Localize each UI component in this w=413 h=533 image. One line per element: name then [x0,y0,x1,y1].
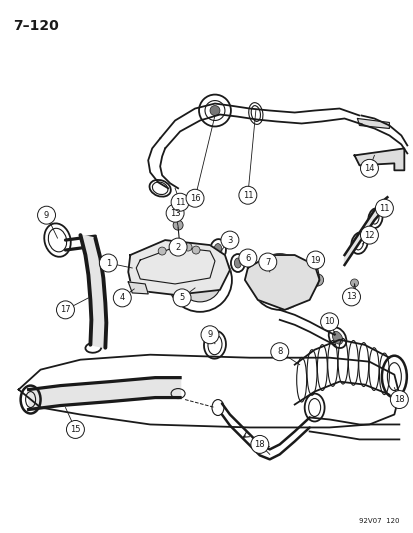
Polygon shape [354,225,363,250]
Circle shape [342,288,360,306]
Circle shape [250,435,268,454]
Circle shape [38,206,55,224]
Text: 11: 11 [242,191,252,200]
Circle shape [209,106,219,116]
Polygon shape [363,210,373,235]
Polygon shape [380,197,387,212]
Text: 6: 6 [244,254,250,263]
Circle shape [173,220,183,230]
Circle shape [169,238,187,256]
Ellipse shape [170,248,180,262]
Text: 18: 18 [254,440,264,449]
Circle shape [221,231,238,249]
Circle shape [173,289,190,307]
Text: 1: 1 [105,259,111,268]
Circle shape [360,226,377,244]
Circle shape [171,193,189,211]
Text: 7–120: 7–120 [13,19,58,33]
Circle shape [306,251,324,269]
Polygon shape [373,202,380,220]
Circle shape [192,246,199,254]
Circle shape [166,204,184,222]
Circle shape [270,343,288,361]
Circle shape [261,264,297,300]
Circle shape [271,274,287,290]
Text: 19: 19 [310,255,320,264]
Polygon shape [85,255,103,278]
Text: 92V07  120: 92V07 120 [358,518,399,524]
Ellipse shape [166,244,184,266]
Circle shape [113,289,131,307]
Text: 15: 15 [70,425,81,434]
Circle shape [185,189,204,207]
Circle shape [370,156,377,164]
Text: 2: 2 [175,243,180,252]
Text: 9: 9 [207,330,212,340]
Circle shape [56,301,74,319]
Polygon shape [354,148,404,171]
Circle shape [178,258,221,302]
Circle shape [172,241,180,249]
Circle shape [158,247,166,255]
Polygon shape [344,240,354,265]
Text: 9: 9 [44,211,49,220]
Polygon shape [357,118,389,128]
Polygon shape [244,255,319,310]
Circle shape [389,391,407,408]
Text: 13: 13 [169,209,180,217]
Text: 5: 5 [179,293,184,302]
Circle shape [375,199,392,217]
Polygon shape [90,320,106,348]
Text: 14: 14 [363,164,374,173]
Circle shape [188,268,211,292]
Polygon shape [128,240,229,295]
Text: 12: 12 [363,231,374,240]
Text: 18: 18 [393,395,404,404]
Ellipse shape [214,244,221,256]
Circle shape [238,249,256,267]
Text: 7: 7 [264,257,270,266]
Text: 11: 11 [174,198,185,207]
Ellipse shape [234,258,241,268]
Polygon shape [90,300,106,323]
Circle shape [311,274,323,286]
Circle shape [99,254,117,272]
Circle shape [201,326,218,344]
Ellipse shape [332,332,342,344]
Polygon shape [80,235,100,258]
Polygon shape [128,282,148,294]
Circle shape [66,421,84,439]
Circle shape [320,313,338,331]
Circle shape [184,243,192,251]
Text: 13: 13 [345,293,356,301]
Circle shape [238,186,256,204]
Circle shape [360,159,377,177]
Text: 17: 17 [60,305,71,314]
Circle shape [258,253,276,271]
Text: 8: 8 [276,347,282,356]
Text: 16: 16 [189,193,200,203]
Text: 11: 11 [378,204,389,213]
Text: 10: 10 [323,317,334,326]
Circle shape [350,279,358,287]
Polygon shape [88,275,105,303]
Text: 3: 3 [227,236,232,245]
Text: 4: 4 [119,293,125,302]
